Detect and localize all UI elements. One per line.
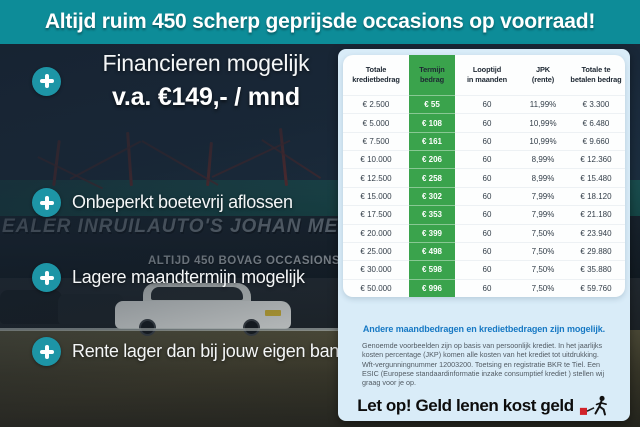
feature-title: Rente lager dan bij jouw eigen bank	[72, 341, 348, 361]
table-header-cell: Termijn bedrag	[409, 55, 455, 95]
table-cell: 7,50%	[519, 241, 567, 260]
table-cell: € 206	[409, 150, 455, 169]
disclaimer-body: Genoemde voorbeelden zijn op basis van p…	[362, 341, 605, 388]
table-cell: 60	[455, 223, 519, 242]
feature-price: v.a. €149,- / mnd	[112, 83, 300, 111]
credit-warning-icon	[579, 395, 607, 416]
banner-text: Altijd ruim 450 scherp geprijsde occasio…	[44, 10, 596, 33]
table-row: € 20.000 € 399 60 7,50% € 23.940	[343, 223, 625, 242]
table-cell: 60	[455, 241, 519, 260]
table-cell: € 21.180	[567, 205, 625, 223]
table-header-cell: JPK (rente)	[531, 64, 555, 84]
table-cell: € 498	[409, 241, 455, 261]
table-cell: 8,99%	[519, 150, 567, 168]
table-cell: € 25.000	[343, 241, 409, 260]
feature-title: Financieren mogelijk	[102, 50, 310, 76]
table-cell: € 5.000	[343, 113, 409, 131]
feature-title: Lagere maandtermijn mogelijk	[72, 267, 305, 287]
table-cell: € 35.880	[567, 260, 625, 278]
table-cell: € 353	[409, 205, 455, 224]
table-cell: € 18.120	[567, 186, 625, 205]
table-row: € 15.000 € 302 60 7,99% € 18.120	[343, 186, 625, 206]
table-header-cell: Totale kredietbedrag	[352, 64, 400, 84]
table-cell: € 20.000	[343, 223, 409, 242]
table-cell: 7,99%	[519, 186, 567, 205]
table-cell: € 30.000	[343, 260, 409, 278]
table-row: € 17.500 € 353 60 7,99% € 21.180	[343, 205, 625, 224]
table-cell: 60	[455, 278, 519, 297]
table-cell: 11,99%	[519, 95, 567, 113]
table-row: € 50.000 € 996 60 7,50% € 59.760	[343, 278, 625, 297]
table-cell: € 3.300	[567, 95, 625, 113]
table-header-row: Totale kredietbedrag Termijn bedrag Looptijd…	[343, 55, 625, 95]
table-row: € 7.500 € 161 60 10,99% € 9.660	[343, 131, 625, 151]
feature-lower-rate: Rente lager dan bij jouw eigen bank	[32, 337, 348, 366]
table-cell: € 6.480	[567, 113, 625, 131]
table-cell: € 29.880	[567, 241, 625, 260]
table-cell: € 161	[409, 131, 455, 151]
table-cell: € 2.500	[343, 95, 409, 113]
table-cell: € 996	[409, 278, 455, 297]
plus-icon	[32, 337, 61, 366]
table-cell: € 50.000	[343, 278, 409, 297]
table-cell: 60	[455, 168, 519, 186]
table-cell: € 598	[409, 260, 455, 279]
table-row: € 25.000 € 498 60 7,50% € 29.880	[343, 241, 625, 261]
table-cell: € 108	[409, 113, 455, 132]
table-cell: 8,99%	[519, 168, 567, 186]
feature-title: Onbeperkt boetevrij aflossen	[72, 192, 293, 212]
table-cell: € 12.360	[567, 150, 625, 168]
table-cell: 7,50%	[519, 260, 567, 278]
table-cell: € 9.660	[567, 131, 625, 150]
table-cell: € 399	[409, 223, 455, 242]
table-row: € 10.000 € 206 60 8,99% € 12.360	[343, 150, 625, 169]
table-cell: 60	[455, 205, 519, 223]
table-cell: € 7.500	[343, 131, 409, 150]
credit-warning-text: Let op! Geld lenen kost geld	[357, 395, 574, 415]
table-cell: € 17.500	[343, 205, 409, 223]
table-cell: € 10.000	[343, 150, 409, 168]
plus-icon	[32, 66, 61, 96]
feature-repayment: Onbeperkt boetevrij aflossen	[32, 188, 293, 217]
feature-financing: Financieren mogelijk v.a. €149,- / mnd	[32, 50, 340, 112]
table-cell: 60	[455, 186, 519, 205]
table-row: € 30.000 € 598 60 7,50% € 35.880	[343, 260, 625, 279]
top-banner: Altijd ruim 450 scherp geprijsde occasio…	[0, 0, 640, 44]
finance-card: Totale kredietbedrag Termijn bedrag Looptijd…	[338, 49, 630, 421]
table-cell: € 12.500	[343, 168, 409, 186]
table-cell: 60	[455, 260, 519, 278]
table-cell: 60	[455, 95, 519, 113]
table-cell: 60	[455, 150, 519, 168]
table-cell: € 59.760	[567, 278, 625, 297]
table-cell: 10,99%	[519, 113, 567, 131]
table-cell: € 55	[409, 95, 455, 114]
table-row: € 12.500 € 258 60 8,99% € 15.480	[343, 168, 625, 187]
disclaimer-highlight: Andere maandbedragen en kredietbedragen …	[362, 324, 606, 334]
table-cell: € 258	[409, 168, 455, 187]
credit-warning: Let op! Geld lenen kost geld	[338, 395, 630, 416]
table-header-cell: Totale te betalen bedrag	[570, 64, 622, 84]
table-cell: 60	[455, 131, 519, 150]
table-cell: € 23.940	[567, 223, 625, 242]
finance-table: Totale kredietbedrag Termijn bedrag Looptijd…	[343, 55, 625, 297]
table-header-cell: Looptijd in maanden	[466, 64, 508, 84]
table-cell: 7,50%	[519, 278, 567, 297]
table-cell: € 302	[409, 186, 455, 206]
plus-icon	[32, 263, 61, 292]
table-cell: 7,50%	[519, 223, 567, 242]
table-cell: 10,99%	[519, 131, 567, 150]
table-row: € 2.500 € 55 60 11,99% € 3.300	[343, 95, 625, 114]
feature-lower-term: Lagere maandtermijn mogelijk	[32, 263, 305, 292]
table-cell: € 15.480	[567, 168, 625, 186]
table-cell: € 15.000	[343, 186, 409, 205]
table-cell: 60	[455, 113, 519, 131]
table-row: € 5.000 € 108 60 10,99% € 6.480	[343, 113, 625, 132]
table-cell: 7,99%	[519, 205, 567, 223]
plus-icon	[32, 188, 61, 217]
